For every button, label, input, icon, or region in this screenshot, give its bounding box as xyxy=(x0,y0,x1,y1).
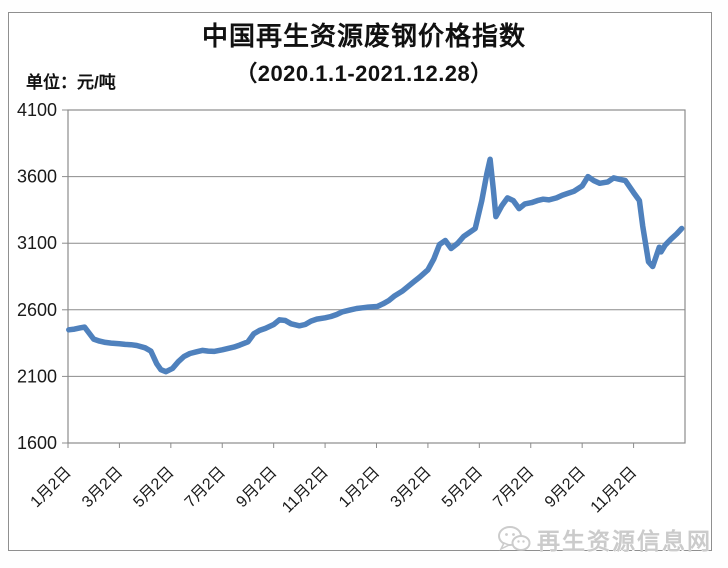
x-axis-tick-label: 5月2日 xyxy=(439,464,486,511)
x-axis-tick-label: 1月2日 xyxy=(28,464,75,511)
x-axis-tick-label: 7月2日 xyxy=(490,464,537,511)
y-axis-unit-label: 单位：元/吨 xyxy=(26,73,116,92)
image-frame xyxy=(8,12,712,551)
chart-title: 中国再生资源废钢价格指数 xyxy=(201,21,526,51)
x-axis-tick-label: 1月2日 xyxy=(336,464,383,511)
x-axis-tick-label: 11月2日 xyxy=(279,464,332,517)
x-axis-tick-label: 3月2日 xyxy=(79,464,126,511)
x-axis-tick-label: 11月2日 xyxy=(588,464,641,517)
x-axis-tick-label: 9月2日 xyxy=(233,464,280,511)
x-axis-tick-label: 7月2日 xyxy=(182,464,229,511)
y-axis-tick-label: 2600 xyxy=(17,300,57,320)
y-axis-tick-label: 3600 xyxy=(17,167,57,187)
plot-border xyxy=(67,109,686,444)
y-axis-tick-label: 1600 xyxy=(17,433,57,453)
x-axis-tick-label: 3月2日 xyxy=(388,464,435,511)
y-axis-tick-label: 4100 xyxy=(17,100,57,120)
x-axis-tick-label: 5月2日 xyxy=(130,464,177,511)
title-block: 中国再生资源废钢价格指数 （2020.1.1-2021.12.28） xyxy=(0,21,728,88)
scrap-steel-price-line xyxy=(66,156,685,375)
wechat-icon xyxy=(498,526,531,551)
site-watermark: 再生资源信息网 xyxy=(497,522,712,556)
y-axis-tick-label: 2100 xyxy=(17,366,57,386)
chart-subtitle: （2020.1.1-2021.12.28） xyxy=(235,60,493,86)
watermark-text: 再生资源信息网 xyxy=(537,528,712,554)
y-axis-tick-label: 3100 xyxy=(17,233,57,253)
x-axis-tick-label: 9月2日 xyxy=(542,464,589,511)
